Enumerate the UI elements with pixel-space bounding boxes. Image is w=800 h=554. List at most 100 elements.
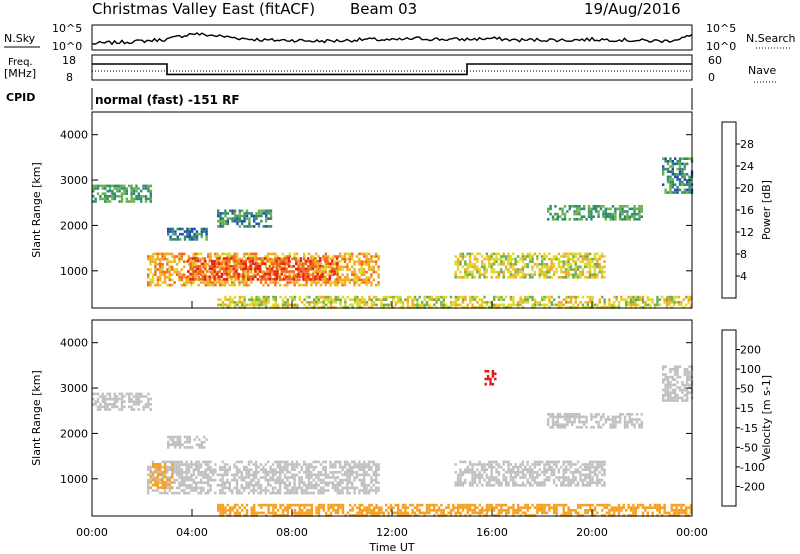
scatter-cell-1 — [261, 270, 264, 273]
scatter-cell-8 — [680, 301, 683, 304]
scatter-cell-0 — [271, 281, 275, 284]
scatter-cell-8 — [457, 298, 460, 301]
scatter-cell-2 — [101, 197, 104, 201]
scatter-cell-1 — [203, 257, 207, 260]
scatter-cell-4 — [548, 465, 551, 469]
scatter-cell-0 — [180, 484, 183, 487]
scatter-cell-1 — [244, 267, 247, 271]
scatter-cell-0 — [363, 273, 366, 276]
scatter-cell-4 — [531, 484, 534, 487]
scatter-cell-8 — [548, 295, 551, 299]
scatter-cell-6 — [683, 383, 686, 387]
scatter-cell-0 — [178, 255, 181, 258]
scatter-cell-4 — [531, 478, 534, 482]
scatter-cell-8 — [353, 301, 357, 304]
scatter-cell-0 — [293, 468, 296, 471]
scatter-cell-0 — [370, 281, 373, 284]
scatter-cell-1 — [154, 483, 157, 487]
scatter-cell-0 — [252, 478, 255, 482]
scatter-cell-0 — [351, 252, 354, 256]
scatter-cell-5 — [563, 423, 567, 426]
scatter-cell-0 — [175, 273, 179, 276]
scatter-cell-4 — [564, 468, 568, 471]
scatter-cell-7 — [469, 509, 472, 512]
scatter-cell-8 — [238, 301, 241, 304]
scatter-cell-1 — [309, 267, 312, 271]
scatter-cell-7 — [298, 503, 301, 507]
scatter-cell-4 — [576, 460, 580, 464]
colorbar-tick-label: 8 — [740, 248, 747, 261]
scatter-cell-5 — [579, 252, 582, 256]
scatter-cell-5 — [500, 255, 503, 258]
y-tick-label: 4000 — [60, 129, 88, 142]
scatter-cell-4 — [598, 463, 601, 466]
scatter-cell-4 — [533, 460, 537, 464]
scatter-cell-0 — [312, 460, 315, 464]
scatter-cell-7 — [272, 509, 275, 512]
scatter-cell-7 — [315, 511, 318, 515]
scatter-cell-1 — [263, 272, 267, 276]
scatter-cell-7 — [490, 503, 493, 507]
scatter-cell-7 — [593, 506, 597, 509]
scatter-cell-5 — [507, 276, 510, 279]
scatter-cell-0 — [317, 460, 320, 464]
scatter-cell-0 — [351, 468, 354, 471]
scatter-cell-0 — [300, 486, 303, 490]
scatter-cell-1 — [213, 278, 216, 281]
scatter-cell-0 — [195, 465, 198, 469]
scatter-cell-0 — [199, 486, 203, 490]
scatter-cell-5 — [502, 263, 505, 266]
scatter-cell-8 — [569, 295, 573, 299]
scatter-cell-4 — [471, 484, 474, 487]
scatter-cell-7 — [596, 511, 599, 515]
scatter-cell-8 — [387, 303, 390, 307]
scatter-cell-2 — [120, 192, 124, 195]
scatter-cell-7 — [644, 509, 647, 512]
scatter-cell-0 — [353, 268, 356, 271]
scatter-cell-0 — [346, 476, 349, 479]
scatter-cell-8 — [293, 303, 297, 307]
scatter-cell-6 — [676, 375, 679, 379]
scatter-cell-7 — [608, 509, 611, 512]
scatter-cell-0 — [339, 465, 342, 469]
scatter-cell-7 — [629, 509, 633, 512]
scatter-cell-0 — [173, 468, 176, 471]
scatter-cell-5 — [579, 255, 582, 258]
scatter-cell-5 — [566, 413, 569, 416]
scatter-cell-6 — [621, 210, 624, 213]
scatter-cell-0 — [221, 489, 224, 492]
scatter-cell-7 — [658, 509, 661, 512]
scatter-cell-7 — [663, 511, 666, 515]
scatter-cell-6 — [614, 210, 617, 213]
scatter-cell-5 — [495, 255, 498, 258]
scatter-cell-0 — [159, 273, 162, 276]
scatter-cell-0 — [334, 281, 337, 284]
scatter-cell-7 — [411, 511, 414, 515]
scatter-cell-7 — [500, 506, 503, 509]
scatter-cell-5 — [590, 413, 593, 416]
scatter-cell-4 — [560, 484, 563, 487]
scatter-cell-7 — [471, 511, 474, 515]
scatter-cell-8 — [370, 298, 373, 301]
scatter-cell-7 — [397, 511, 400, 515]
scatter-cell-6 — [587, 215, 591, 218]
scatter-cell-8 — [449, 303, 453, 307]
scatter-cell-0 — [375, 478, 378, 482]
scatter-cell-4 — [509, 468, 513, 471]
scatter-cell-0 — [195, 255, 198, 258]
velocity-scatter-cells — [92, 365, 694, 517]
scatter-cell-2 — [111, 397, 114, 401]
scatter-cell-6 — [590, 207, 593, 211]
scatter-cell-5 — [480, 255, 484, 258]
scatter-cell-0 — [262, 489, 265, 492]
scatter-cell-8 — [442, 295, 445, 299]
scatter-cell-5 — [468, 255, 472, 258]
scatter-cell-5 — [512, 268, 515, 271]
scatter-cell-0 — [159, 278, 162, 282]
scatter-cell-0 — [363, 481, 366, 484]
scatter-cell-7 — [435, 503, 438, 507]
scatter-cell-4 — [548, 460, 551, 464]
scatter-cell-1 — [331, 259, 334, 263]
scatter-cell-1 — [287, 257, 291, 260]
scatter-cell-8 — [675, 301, 678, 304]
